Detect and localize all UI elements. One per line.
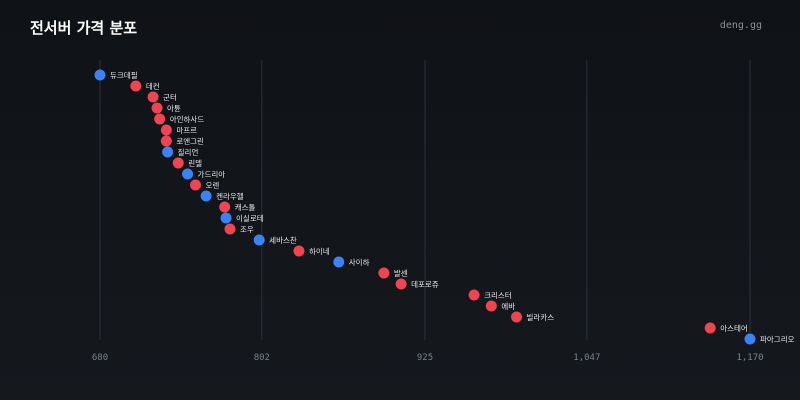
data-point[interactable]: 가드리아: [182, 168, 226, 180]
data-point[interactable]: 에바: [485, 300, 515, 312]
data-point[interactable]: 듀크데필: [94, 69, 138, 81]
point-marker[interactable]: [160, 124, 172, 136]
grid-lines: [99, 60, 751, 340]
x-tick-label: 680: [92, 353, 108, 363]
point-marker[interactable]: [511, 311, 523, 323]
point-label: 사이하: [349, 257, 370, 267]
data-point[interactable]: 데컨: [130, 80, 160, 92]
point-marker[interactable]: [190, 179, 202, 191]
point-label: 데컨: [146, 81, 160, 91]
point-marker[interactable]: [253, 234, 265, 246]
point-marker[interactable]: [293, 245, 305, 257]
point-marker[interactable]: [219, 201, 231, 213]
data-point[interactable]: 세바스찬: [253, 234, 297, 246]
data-point[interactable]: 켄라우헬: [200, 190, 244, 202]
data-point[interactable]: 아스테어: [704, 322, 748, 334]
point-label: 발센: [394, 268, 408, 278]
point-label: 듀크데필: [110, 70, 138, 80]
point-marker[interactable]: [130, 80, 142, 92]
data-point[interactable]: 발센: [378, 267, 408, 279]
point-label: 크리스터: [484, 291, 512, 300]
point-marker[interactable]: [160, 135, 172, 147]
data-point[interactable]: 사이하: [333, 256, 370, 268]
x-axis-ticks: 680 802 925 1,047 1,170: [92, 353, 764, 363]
page-title: 전서버 가격 분포: [30, 19, 138, 37]
point-label: 마프르: [176, 126, 197, 135]
point-marker[interactable]: [94, 69, 106, 81]
point-marker[interactable]: [485, 300, 497, 312]
point-label: 로엔그린: [176, 136, 204, 146]
data-point[interactable]: 질리언: [162, 146, 199, 158]
point-label: 조우: [240, 225, 254, 234]
point-label: 파아그리오: [760, 334, 795, 344]
data-point[interactable]: 조우: [224, 223, 254, 235]
point-label: 린델: [188, 158, 202, 168]
data-point[interactable]: 빌라카스: [511, 311, 555, 323]
data-point[interactable]: 마프르: [160, 124, 197, 136]
point-label: 세바스찬: [269, 235, 297, 245]
x-tick-label: 925: [417, 353, 433, 363]
point-label: 아인하사드: [170, 114, 205, 124]
data-point[interactable]: 군터: [147, 91, 177, 103]
point-label: 가드리아: [198, 169, 226, 179]
point-marker[interactable]: [154, 113, 166, 125]
data-point[interactable]: 아인하사드: [154, 113, 205, 125]
data-point[interactable]: 캐스톨: [219, 201, 256, 213]
brand-label: deng.gg: [719, 20, 762, 31]
x-tick-label: 802: [254, 353, 270, 363]
point-marker[interactable]: [704, 322, 716, 334]
x-tick-label: 1,170: [736, 353, 763, 363]
data-point[interactable]: 아튠: [151, 102, 181, 114]
point-label: 질리언: [178, 147, 199, 157]
point-marker[interactable]: [172, 157, 184, 169]
data-point[interactable]: 데포로쥬: [395, 278, 439, 290]
point-marker[interactable]: [182, 168, 194, 180]
point-label: 아튠: [167, 103, 181, 113]
data-point[interactable]: 린델: [172, 157, 202, 169]
point-marker[interactable]: [200, 190, 212, 202]
data-point[interactable]: 하이네: [293, 245, 330, 257]
data-points: 듀크데필데컨군터아튠아인하사드마프르로엔그린질리언린델가드리아오렌켄라우헬캐스톨…: [94, 69, 795, 345]
point-marker[interactable]: [744, 333, 756, 345]
point-label: 하이네: [309, 246, 330, 256]
point-marker[interactable]: [333, 256, 345, 268]
point-label: 빌라카스: [527, 313, 555, 322]
data-point[interactable]: 크리스터: [468, 289, 512, 301]
point-marker[interactable]: [220, 212, 232, 224]
point-label: 캐스톨: [235, 203, 256, 212]
point-marker[interactable]: [151, 102, 163, 114]
point-label: 아스테어: [720, 323, 748, 333]
point-marker[interactable]: [224, 223, 236, 235]
x-tick-label: 1,047: [573, 353, 600, 363]
point-marker[interactable]: [468, 289, 480, 301]
point-label: 켄라우헬: [216, 191, 244, 201]
point-label: 데포로쥬: [411, 280, 439, 289]
point-marker[interactable]: [147, 91, 159, 103]
point-marker[interactable]: [378, 267, 390, 279]
point-label: 군터: [163, 93, 177, 102]
data-point[interactable]: 로엔그린: [160, 135, 204, 147]
point-marker[interactable]: [162, 146, 174, 158]
point-marker[interactable]: [395, 278, 407, 290]
data-point[interactable]: 이실로테: [220, 212, 264, 224]
point-label: 오렌: [206, 180, 220, 190]
point-label: 에바: [501, 301, 515, 311]
data-point[interactable]: 파아그리오: [744, 333, 795, 345]
point-label: 이실로테: [236, 213, 264, 223]
data-point[interactable]: 오렌: [190, 179, 220, 191]
